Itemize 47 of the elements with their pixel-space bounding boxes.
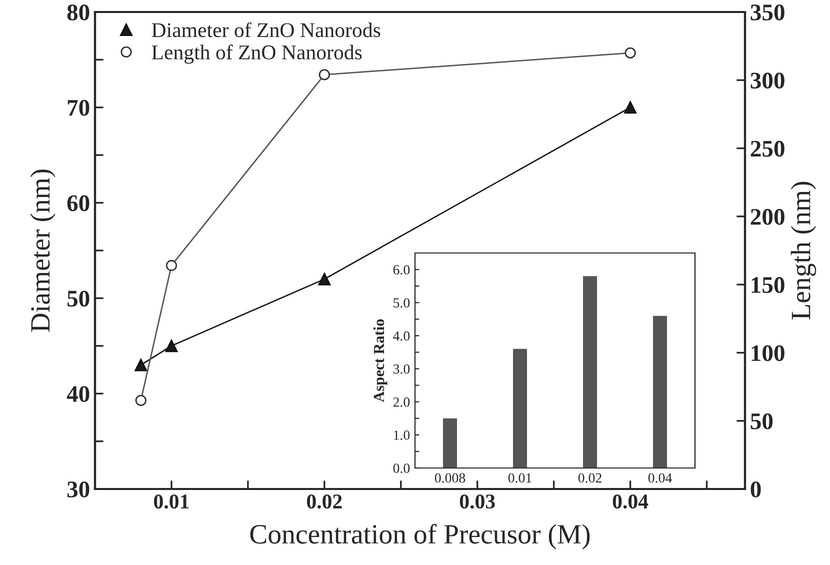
bar <box>513 348 527 468</box>
y-tick-label: 3.0 <box>393 364 410 374</box>
y2-tick-label: 250 <box>750 140 784 157</box>
legend-label: Length of ZnO Nanorods <box>152 44 362 64</box>
y-tick-label: 6.0 <box>393 265 410 275</box>
point <box>624 47 636 58</box>
y2-tick-label: 0 <box>750 481 761 498</box>
y2-tick-label: 150 <box>752 277 784 293</box>
x-tick-label: 0.04 <box>648 473 672 483</box>
y-tick-label: 30 <box>67 481 90 498</box>
point <box>166 260 178 272</box>
y2-tick-label: 300 <box>750 72 784 89</box>
point <box>165 340 178 352</box>
y-tick-label: 1.0 <box>394 430 410 440</box>
y-axis-title: Aspect Ratio <box>373 319 388 402</box>
y-tick-label: 0.0 <box>393 464 410 474</box>
point <box>135 394 146 406</box>
bar <box>653 316 667 468</box>
y-tick-label: 4.0 <box>393 331 410 341</box>
bar <box>443 418 457 468</box>
point <box>134 358 148 372</box>
point <box>624 101 637 114</box>
y2-tick-label: 50 <box>750 413 773 430</box>
y-tick-label: 60 <box>67 195 90 212</box>
y2-axis-title: Length (nm) <box>790 182 816 320</box>
y-tick-label: 80 <box>67 4 90 20</box>
y2-tick-label: 350 <box>750 4 784 20</box>
x-axis-title: Concentration of Precusor (M) <box>250 524 590 550</box>
x-tick-label: 0.02 <box>306 494 342 509</box>
y2-tick-label: 200 <box>750 208 784 225</box>
x-tick-label: 0.01 <box>508 473 532 483</box>
point <box>318 69 330 80</box>
y-tick-label: 70 <box>68 100 90 116</box>
y-tick-label: 5.0 <box>394 298 410 308</box>
y-tick-label: 50 <box>67 290 90 307</box>
x-tick-label: 0.02 <box>578 473 602 483</box>
legend-label: Diameter of ZnO Nanorods <box>152 22 380 38</box>
x-tick-label: 0.01 <box>154 494 189 509</box>
y-axis-title: Diameter (nm) <box>30 170 56 332</box>
x-tick-label: 0.008 <box>434 473 466 483</box>
y2-tick-label: 100 <box>752 345 784 362</box>
point <box>318 272 331 286</box>
x-tick-label: 0.04 <box>612 494 648 509</box>
bar <box>583 276 597 468</box>
y-tick-label: 40 <box>66 386 90 402</box>
x-tick-label: 0.03 <box>460 494 495 509</box>
y-tick-label: 2.0 <box>393 397 410 407</box>
